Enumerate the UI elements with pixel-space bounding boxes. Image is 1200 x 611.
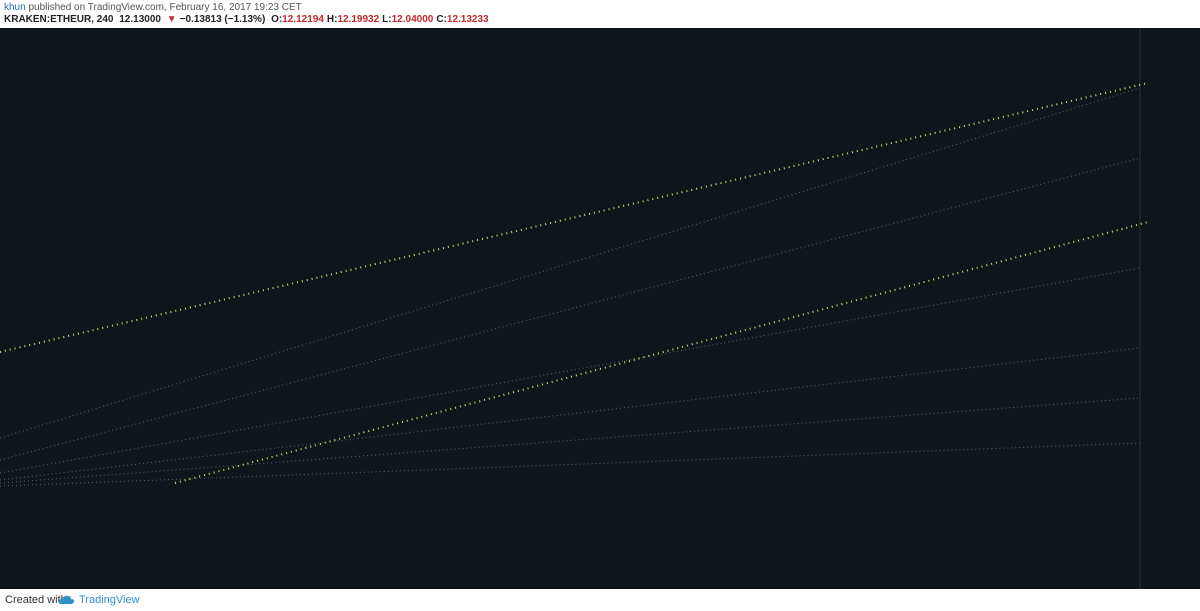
symbol: KRAKEN:ETHEUR, 240 bbox=[4, 14, 114, 25]
footer-text: Created with bbox=[5, 594, 67, 606]
chart bbox=[0, 28, 1200, 589]
logo bbox=[58, 595, 75, 604]
header: khun published on TradingView.com, Febru… bbox=[0, 0, 1200, 28]
ohlc-key: C: bbox=[436, 14, 447, 25]
ohlc-value: 12.04000 bbox=[391, 14, 434, 25]
chart-background bbox=[0, 28, 1200, 589]
ohlc-value: 12.12194 bbox=[282, 14, 324, 25]
fan-line bbox=[0, 87, 1141, 439]
fan-line bbox=[0, 347, 1141, 481]
last-price: 12.13000 bbox=[119, 14, 161, 25]
author[interactable]: khun bbox=[4, 2, 26, 13]
footer: Created with TradingView bbox=[0, 589, 1200, 611]
fan-line bbox=[0, 397, 1141, 484]
ohlc-key: O: bbox=[271, 14, 283, 25]
ohlc-key: H: bbox=[326, 14, 338, 25]
ohlc: O:12.12194 H:12.19932 L:12.04000 C:12.13233 bbox=[271, 14, 492, 25]
ohlc-key: L: bbox=[382, 14, 392, 25]
change: −0.13813 (−1.13%) bbox=[179, 14, 266, 25]
publish-line: khun published on TradingView.com, Febru… bbox=[4, 2, 302, 13]
ohlc-value: 12.19932 bbox=[337, 14, 380, 25]
ohlc-value: 12.13233 bbox=[446, 14, 489, 25]
fan-lines bbox=[0, 87, 1141, 487]
symbol-line: KRAKEN:ETHEUR, 240 12.13000 ▼ −0.13813 (−… bbox=[4, 14, 495, 25]
published: published on TradingView.com, February 1… bbox=[28, 2, 302, 13]
direction: ▼ bbox=[166, 14, 177, 25]
fan-line bbox=[0, 157, 1141, 461]
brand[interactable]: TradingView bbox=[79, 594, 140, 606]
